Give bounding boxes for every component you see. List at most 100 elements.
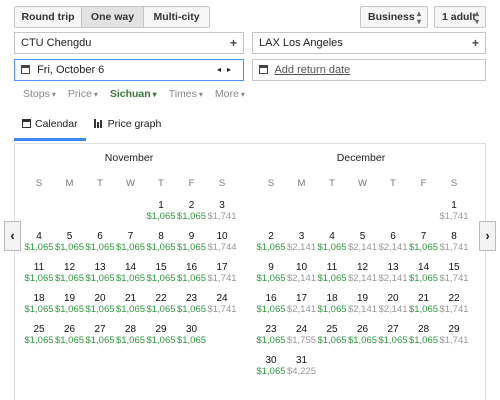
day-price: $1,065 [85,273,115,284]
passengers-select-value: 1 adult [442,11,476,23]
depart-date-input[interactable]: Fri, October 6 ◂▸ [14,59,244,81]
calendar-day[interactable]: 25 $1,065 [317,324,347,346]
calendar-day[interactable]: 12 $1,065 [55,262,85,284]
origin-input[interactable]: CTU Chengdu + [14,32,244,54]
next-date-icon[interactable]: ▸ [226,65,237,74]
cabin-select[interactable]: Business ▴ ▾ [360,6,428,28]
day-price: $1,065 [378,335,408,346]
calendar-day[interactable]: 1 $1,065 [146,200,176,222]
calendar-day[interactable]: 17 $1,741 [207,262,237,284]
filter-airline[interactable]: Sichuan ▾ [109,88,157,100]
prev-month-button[interactable]: ‹ [4,221,21,251]
calendar-day[interactable]: 23 $1,065 [256,324,286,346]
passengers-select[interactable]: 1 adult ▴ ▾ [434,6,486,28]
calendar-day[interactable]: 6 $2,141 [378,231,408,253]
calendar-day[interactable]: 30 $1,065 [177,324,207,346]
day-number: 29 [448,324,460,335]
calendar-day[interactable]: 27 $1,065 [378,324,408,346]
calendar-day[interactable]: 18 $1,065 [317,293,347,315]
day-price: $1,065 [115,242,146,253]
calendar-day[interactable]: 8 $1,065 [146,231,176,253]
calendar-day[interactable]: 24 $1,741 [207,293,237,315]
calendar-day[interactable]: 19 $2,141 [348,293,378,315]
tab-calendar[interactable]: Calendar [14,117,86,141]
calendar-day[interactable]: 17 $2,141 [287,293,317,315]
calendar-day[interactable]: 30 $1,065 [256,355,286,377]
calendar-day[interactable]: 10 $1,744 [207,231,237,253]
calendar-day[interactable]: 5 $2,141 [348,231,378,253]
destination-input[interactable]: LAX Los Angeles + [252,32,486,54]
day-price: $1,741 [207,304,237,315]
calendar-day[interactable]: 28 $1,065 [116,324,146,346]
day-number: 29 [155,324,167,335]
calendar-day[interactable]: 9 $1,065 [256,262,286,284]
trip-type-round-trip[interactable]: Round trip [15,7,82,27]
calendar-day[interactable]: 29 $1,065 [146,324,176,346]
calendar-day[interactable]: 7 $1,065 [116,231,146,253]
calendar-day[interactable]: 3 $1,741 [207,200,237,222]
calendar-day[interactable]: 4 $1,065 [24,231,54,253]
calendar-day[interactable]: 2 $1,065 [256,231,286,253]
calendar-day[interactable]: 19 $1,065 [55,293,85,315]
calendar-day[interactable]: 24 $1,755 [287,324,317,346]
tab-price-graph[interactable]: Price graph [86,117,170,141]
calendar-day[interactable]: 18 $1,065 [24,293,54,315]
trip-type-one-way[interactable]: One way [82,7,144,27]
calendar-day[interactable]: 6 $1,065 [85,231,115,253]
calendar-day[interactable]: 11 $1,065 [24,262,54,284]
filter-more[interactable]: More ▾ [214,88,245,100]
calendar-day[interactable]: 25 $1,065 [24,324,54,346]
filter-times[interactable]: Times ▾ [168,88,203,100]
day-number: 9 [188,231,195,242]
prev-date-icon[interactable]: ◂ [216,65,227,74]
calendar-day[interactable]: 4 $1,065 [317,231,347,253]
day-price: $1,065 [85,335,115,346]
calendar-day[interactable]: 15 $1,741 [439,262,469,284]
calendar-day[interactable]: 20 $1,065 [85,293,115,315]
calendar-day[interactable]: 22 $1,065 [146,293,176,315]
trip-type-multi-city[interactable]: Multi-city [144,7,209,27]
calendar-day[interactable]: 31 $4,225 [287,355,317,377]
plus-icon[interactable]: + [229,36,237,50]
calendar-day[interactable]: 5 $1,065 [55,231,85,253]
day-number: 7 [420,231,427,242]
calendar-day[interactable]: 13 $2,141 [378,262,408,284]
calendar-day[interactable]: 21 $1,065 [409,293,439,315]
plus-icon[interactable]: + [471,36,479,50]
calendar-day[interactable]: 26 $1,065 [55,324,85,346]
add-return-date-link[interactable]: Add return date [274,64,351,76]
calendar-day[interactable]: 27 $1,065 [85,324,115,346]
caret-down-icon: ▾ [198,90,203,99]
calendar-day[interactable]: 29 $1,741 [439,324,469,346]
calendar-day[interactable]: 10 $2,141 [287,262,317,284]
calendar-day[interactable]: 14 $1,065 [116,262,146,284]
calendar-day[interactable]: 7 $1,065 [409,231,439,253]
next-month-button[interactable]: › [479,221,496,251]
calendar-day[interactable]: 16 $1,065 [256,293,286,315]
calendar-day[interactable]: 3 $2,141 [287,231,317,253]
filter-stops[interactable]: Stops ▾ [23,88,56,100]
calendar-day[interactable]: 23 $1,065 [177,293,207,315]
day-number: 27 [387,324,399,335]
calendar-day[interactable]: 2 $1,065 [177,200,207,222]
calendar-day[interactable]: 20 $2,141 [378,293,408,315]
calendar-day[interactable]: 12 $2,141 [348,262,378,284]
calendar-day[interactable]: 13 $1,065 [85,262,115,284]
calendar-day[interactable]: 9 $1,065 [177,231,207,253]
calendar-day[interactable]: 26 $1,065 [348,324,378,346]
calendar-day[interactable]: 15 $1,065 [146,262,176,284]
calendar-day[interactable]: 8 $1,741 [439,231,469,253]
calendar-day[interactable]: 16 $1,065 [177,262,207,284]
day-number: 5 [359,231,366,242]
calendar-day[interactable]: 28 $1,065 [409,324,439,346]
calendar-day[interactable]: 14 $1,065 [409,262,439,284]
calendar-day[interactable]: 11 $1,065 [317,262,347,284]
calendar-day[interactable]: 21 $1,065 [116,293,146,315]
filter-price[interactable]: Price ▾ [67,88,98,100]
calendar-day[interactable]: 22 $1,741 [439,293,469,315]
weekday-label: T [158,178,164,189]
day-number: 15 [448,262,460,273]
day-number: 6 [390,231,396,242]
return-date-input[interactable]: Add return date [252,59,486,81]
calendar-day[interactable]: 1 $1,741 [439,200,469,222]
